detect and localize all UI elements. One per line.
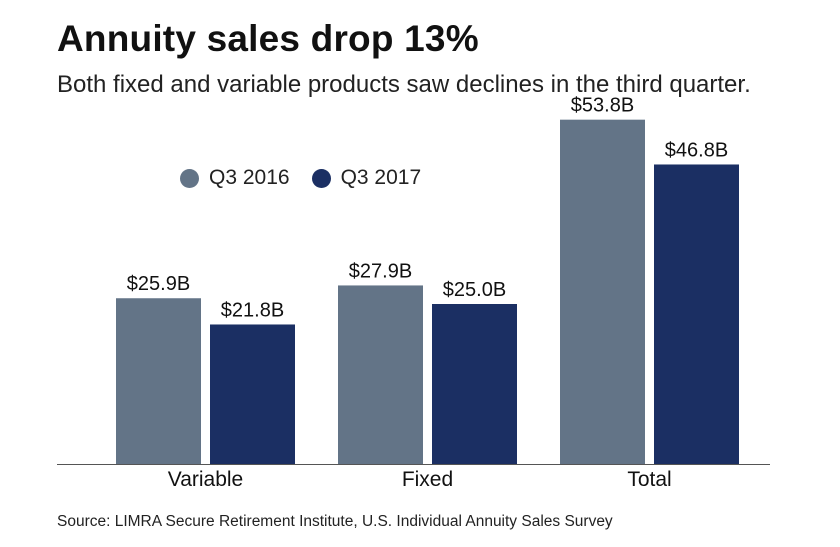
bar-total-q3-2016 xyxy=(560,119,645,465)
data-label-variable-q3-2017: $21.8B xyxy=(221,299,284,321)
legend-item-q3-2016: Q3 2016 xyxy=(180,166,290,190)
data-label-fixed-q3-2017: $25.0B xyxy=(443,279,506,301)
data-label-total-q3-2017: $46.8B xyxy=(665,139,728,161)
legend-swatch-q3-2016 xyxy=(180,168,199,188)
legend-swatch-q3-2017 xyxy=(311,168,331,188)
bar-fixed-q3-2017 xyxy=(432,304,517,464)
bar-fixed-q3-2016 xyxy=(338,285,423,464)
source-note: Source: LIMRA Secure Retirement Institut… xyxy=(57,513,613,530)
bar-variable-q3-2017 xyxy=(210,324,295,464)
chart-title: Annuity sales drop 13% xyxy=(57,18,479,59)
data-label-total-q3-2016: $53.8B xyxy=(571,95,634,117)
data-label-fixed-q3-2016: $27.9B xyxy=(349,260,412,282)
legend-label-q3-2016: Q3 2016 xyxy=(209,166,290,189)
chart-legend: Q3 2016 Q3 2017 xyxy=(180,166,443,190)
x-tick-label-fixed: Fixed xyxy=(402,468,453,491)
legend-item-q3-2017: Q3 2017 xyxy=(311,166,422,190)
chart-subtitle: Both fixed and variable products saw dec… xyxy=(57,71,751,98)
data-label-variable-q3-2016: $25.9B xyxy=(127,273,190,295)
bar-total-q3-2017 xyxy=(654,164,739,465)
x-tick-label-variable: Variable xyxy=(168,468,244,491)
bar-variable-q3-2016 xyxy=(116,298,201,464)
x-tick-label-total: Total xyxy=(627,468,671,491)
legend-label-q3-2017: Q3 2017 xyxy=(340,166,422,189)
